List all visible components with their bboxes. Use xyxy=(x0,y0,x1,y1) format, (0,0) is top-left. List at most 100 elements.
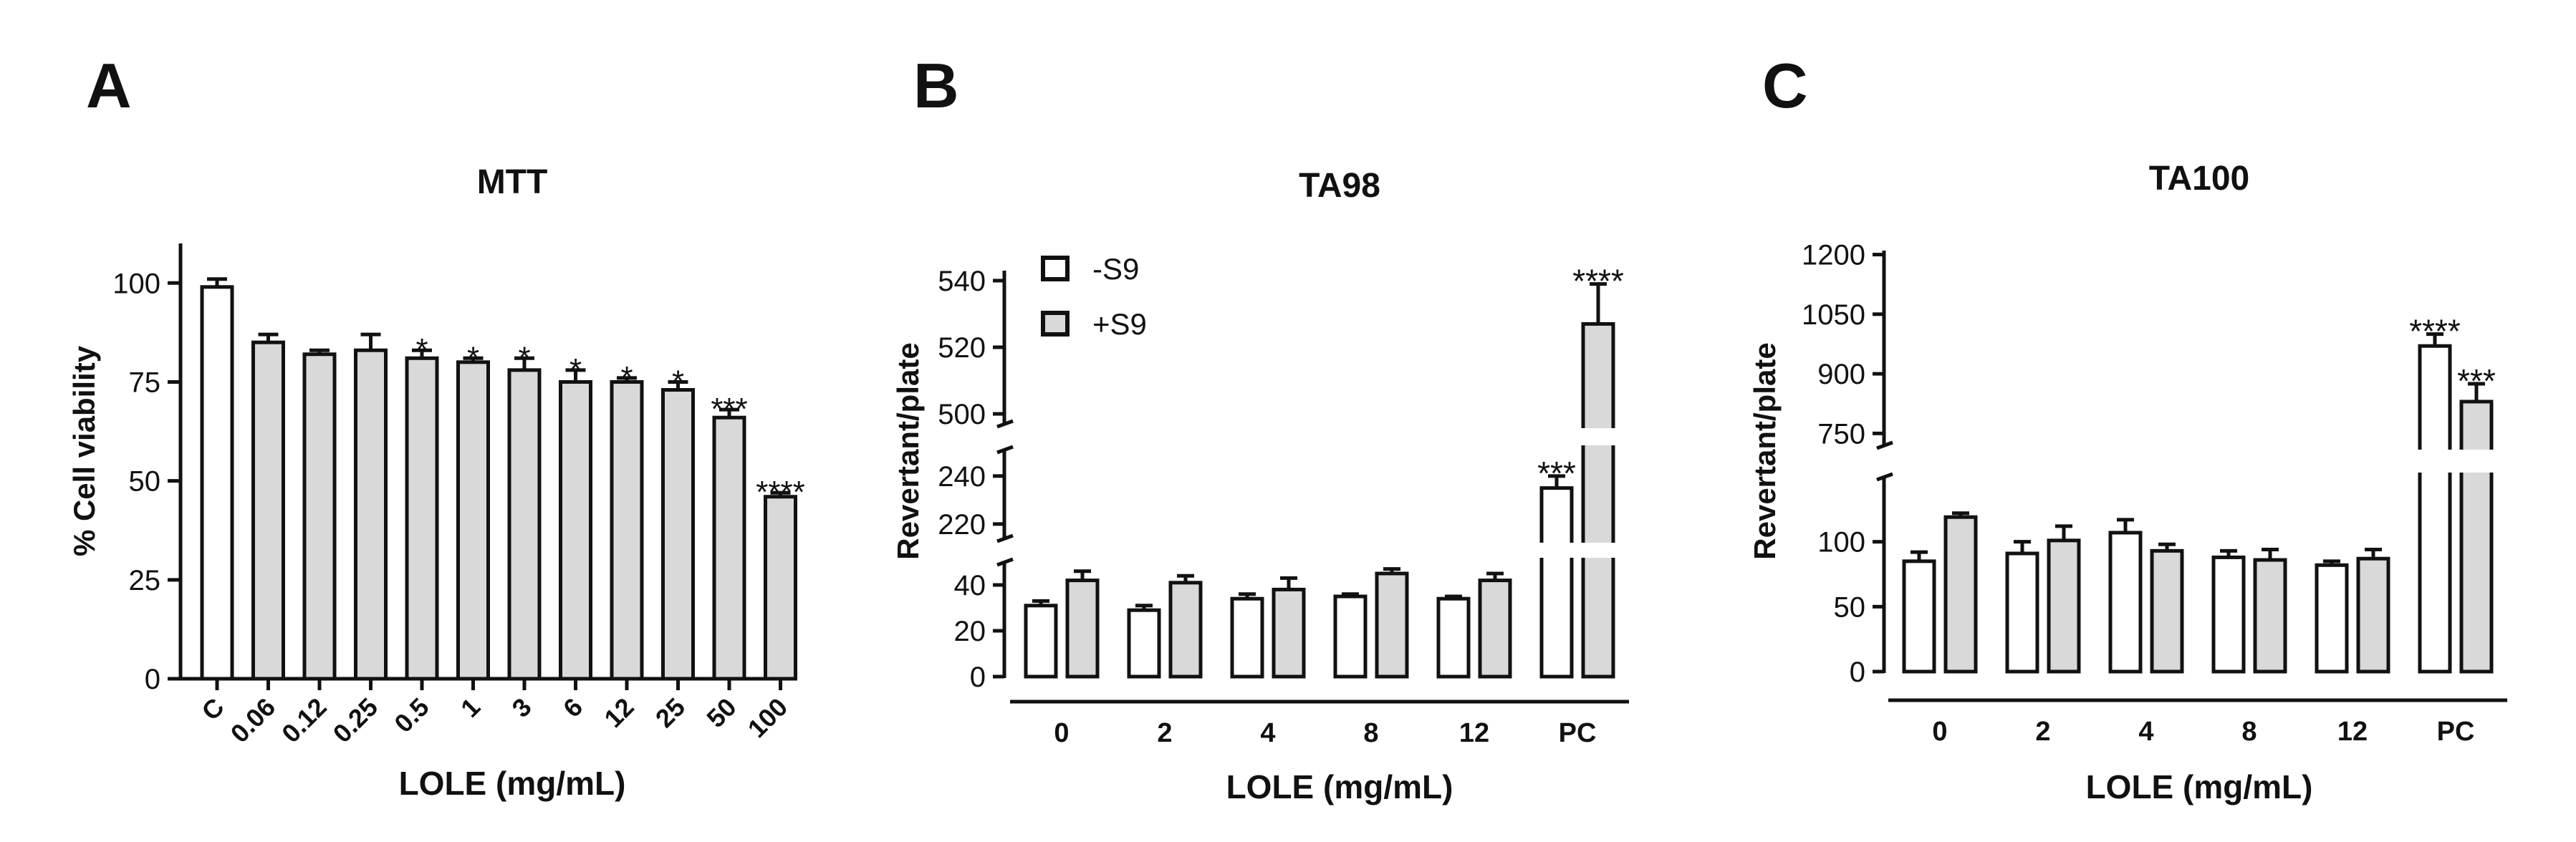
bar-b-series-1 xyxy=(1539,486,1574,679)
x-axis-label-c: LOLE (mg/mL) xyxy=(2086,768,2313,805)
y-axis-label-a: % Cell viability xyxy=(67,345,101,556)
panel-c: C TA100 LOLE (mg/mL) Revertant/plate 0 50… xyxy=(1748,50,2507,805)
bar-c-series-2 xyxy=(2253,558,2287,674)
x-axis-label-b: LOLE (mg/mL) xyxy=(1226,768,1453,805)
bar-a xyxy=(507,368,542,681)
y-tick-label-b: 0 xyxy=(970,662,986,693)
significance-label-a: * xyxy=(518,340,530,375)
y-tick-label-b: 540 xyxy=(938,266,986,297)
bar-a xyxy=(712,415,746,681)
y-tick-label-c: 1200 xyxy=(1802,240,1865,271)
significance-label-a: *** xyxy=(711,392,747,427)
y-tick-label-c: 100 xyxy=(1817,527,1865,558)
y-tick-label-c: 900 xyxy=(1817,359,1865,390)
y-tick-label-a: 0 xyxy=(145,664,160,695)
bar-b-series-1 xyxy=(1127,608,1161,679)
x-tick-label-b: 2 xyxy=(1157,718,1172,748)
x-tick-label-c: 2 xyxy=(2035,717,2050,747)
x-axis-label-a: LOLE (mg/mL) xyxy=(399,765,626,802)
x-tick-label-b: 4 xyxy=(1260,718,1275,748)
panel-b: B TA98 LOLE (mg/mL) Revertant/plate -S9 … xyxy=(891,50,1629,805)
bar-a xyxy=(251,340,285,681)
bar-a xyxy=(610,379,644,681)
significance-label-a: **** xyxy=(756,475,805,510)
y-tick-label-a: 25 xyxy=(129,565,161,596)
chart-title-ta98: TA98 xyxy=(1299,167,1380,205)
y-tick-label-c: 1050 xyxy=(1802,299,1865,331)
y-tick-label-b: 220 xyxy=(938,509,986,541)
x-tick-label-b: 0 xyxy=(1054,718,1069,748)
bar-b-series-1 xyxy=(1024,604,1058,679)
axis-break-mark-c xyxy=(1876,440,1893,450)
bar-b-series-1 xyxy=(1333,594,1368,679)
bar-b-series-2 xyxy=(1375,571,1409,679)
legend-swatch-plus-s9 xyxy=(1041,311,1070,337)
bar-b-series-2 xyxy=(1168,581,1203,679)
legend-label-minus-s9: -S9 xyxy=(1092,252,1139,286)
bar-b-series-1 xyxy=(1230,596,1264,679)
y-tick-label-b: 20 xyxy=(954,616,986,647)
bar-a xyxy=(456,360,490,681)
panel-label-b: B xyxy=(913,50,959,121)
bar-c-series-1 xyxy=(1902,559,1936,674)
legend-b: -S9 +S9 xyxy=(1041,252,1147,341)
bar-c-series-2 xyxy=(2356,556,2390,674)
significance-label-c: *** xyxy=(2457,362,2496,400)
significance-label-b: *** xyxy=(1537,455,1576,492)
chart-title-ta100: TA100 xyxy=(2149,160,2250,198)
y-tick-label-b: 520 xyxy=(938,332,986,364)
y-tick-label-c: 50 xyxy=(1834,591,1866,623)
x-tick-label-c: 4 xyxy=(2138,717,2153,747)
bar-a xyxy=(302,352,337,681)
significance-label-a: * xyxy=(620,360,633,395)
bar-break-gap-b xyxy=(1539,543,1575,558)
bar-a xyxy=(405,356,439,681)
bar-c-series-2 xyxy=(2459,400,2494,674)
significance-label-a: * xyxy=(415,332,428,367)
bar-break-gap-c xyxy=(2459,450,2494,473)
x-tick-label-b: PC xyxy=(1559,718,1597,748)
chart-title-mtt: MTT xyxy=(477,163,548,201)
bar-b-series-2 xyxy=(1065,579,1100,679)
legend-label-plus-s9: +S9 xyxy=(1092,307,1147,341)
y-tick-label-a: 50 xyxy=(129,466,161,498)
bar-a xyxy=(354,348,388,681)
bar-break-gap-b xyxy=(1580,543,1616,558)
panel-label-c: C xyxy=(1762,50,1808,121)
bar-c-series-1 xyxy=(2211,555,2246,674)
bar-a xyxy=(661,388,695,681)
bar-b-series-2 xyxy=(1581,321,1615,679)
y-tick-label-c: 0 xyxy=(1850,657,1865,688)
bar-c-series-1 xyxy=(2005,551,2039,674)
bar-a xyxy=(559,379,592,681)
bar-c-series-1 xyxy=(2108,531,2143,674)
axis-break-mark-b xyxy=(996,557,1014,567)
y-axis-label-b: Revertant/plate xyxy=(891,342,925,559)
bar-b-series-2 xyxy=(1478,579,1512,679)
x-tick-label-c: 12 xyxy=(2337,717,2368,747)
x-tick-label-c: 0 xyxy=(1932,717,1947,747)
significance-label-a: * xyxy=(467,340,479,375)
bar-c-series-2 xyxy=(2150,548,2184,674)
significance-label-a: * xyxy=(672,364,684,399)
axis-break-mark-b xyxy=(996,533,1014,543)
significance-label-a: * xyxy=(569,352,582,387)
significance-label-c: **** xyxy=(2409,313,2461,350)
x-tick-label-b: 12 xyxy=(1459,718,1489,748)
bar-c-series-1 xyxy=(2315,563,2349,674)
x-tick-label-c: PC xyxy=(2437,717,2475,747)
y-axis-label-c: Revertant/plate xyxy=(1748,342,1782,559)
y-tick-label-b: 500 xyxy=(938,399,986,430)
bar-b-series-1 xyxy=(1436,596,1471,679)
y-tick-label-a: 75 xyxy=(129,367,161,398)
axis-break-mark-b xyxy=(996,445,1014,455)
bar-break-gap-c xyxy=(2417,450,2453,473)
y-tick-label-a: 100 xyxy=(112,268,160,299)
y-tick-label-b: 240 xyxy=(938,461,986,493)
axis-break-mark-c xyxy=(1876,472,1893,482)
panel-label-a: A xyxy=(86,50,132,121)
bar-b-series-2 xyxy=(1272,587,1306,679)
